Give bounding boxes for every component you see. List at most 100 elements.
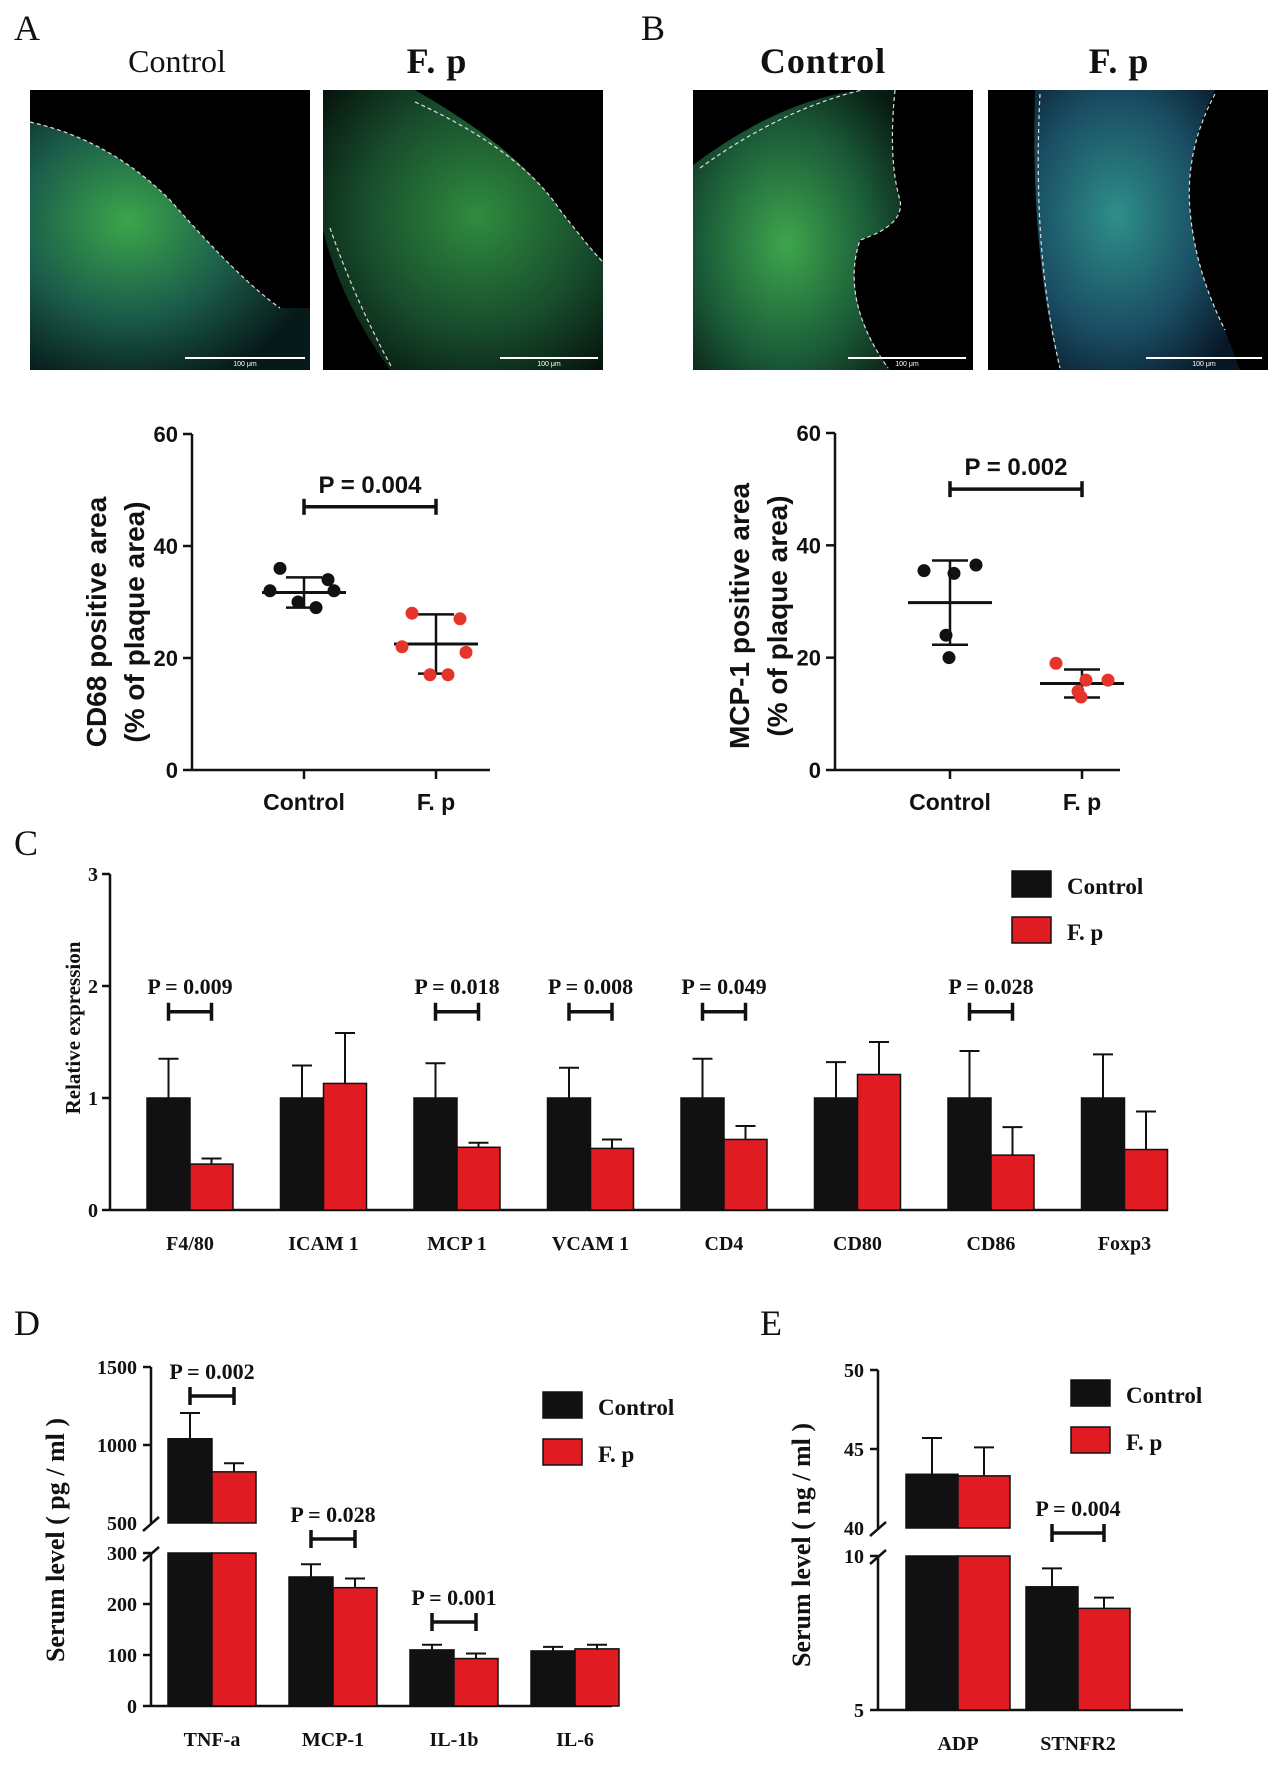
data-point bbox=[942, 651, 956, 665]
y-tick-label: 0 bbox=[809, 758, 821, 783]
bar-control bbox=[279, 1097, 325, 1211]
micrograph-b-control: 100 μm bbox=[693, 89, 973, 370]
x-tick-label: MCP 1 bbox=[427, 1233, 486, 1255]
bar-control bbox=[947, 1097, 992, 1211]
y-tick-label: 200 bbox=[107, 1594, 137, 1616]
micrograph-a-control: 100 μm bbox=[29, 90, 310, 370]
panel-b-image-title-fp: F. p bbox=[1089, 41, 1150, 81]
axis-break-mark bbox=[869, 1521, 887, 1537]
bar-fp bbox=[1123, 1148, 1169, 1211]
bar-fp-upper bbox=[211, 1471, 257, 1524]
panel-b-image-title-control: Control bbox=[760, 41, 886, 81]
data-point bbox=[459, 645, 473, 659]
y-tick-label: 0 bbox=[166, 758, 178, 783]
data-point bbox=[917, 564, 931, 578]
x-tick-label: ICAM 1 bbox=[288, 1233, 359, 1255]
data-point bbox=[327, 584, 341, 598]
bar-control bbox=[680, 1097, 725, 1211]
x-tick-label: CD80 bbox=[833, 1233, 882, 1255]
y-tick-label: 1 bbox=[88, 1088, 98, 1110]
legend-swatch bbox=[542, 1438, 583, 1466]
panel-a-image-title-control: Control bbox=[128, 43, 226, 79]
bar-fp bbox=[574, 1648, 620, 1707]
data-point bbox=[969, 558, 983, 572]
y-tick-label: 40 bbox=[844, 1518, 864, 1540]
data-point bbox=[405, 606, 419, 620]
y-tick-label: 40 bbox=[154, 534, 178, 559]
chart-e-serum-ng: Serum level ( ng / ml ) 40 45 50 5 10 ADP STNF… bbox=[787, 1360, 1202, 1755]
bar-control bbox=[413, 1097, 458, 1211]
micrograph-b-fp: 100 μm bbox=[988, 90, 1268, 370]
legend-swatch bbox=[1011, 870, 1052, 898]
x-tick-label: STNFR2 bbox=[1040, 1733, 1116, 1755]
y-tick-label: 60 bbox=[797, 421, 821, 446]
bar-fp bbox=[453, 1657, 499, 1707]
legend-label: F. p bbox=[1067, 920, 1103, 945]
panel-a-letter: A bbox=[14, 8, 40, 48]
bar-control bbox=[530, 1650, 576, 1707]
data-point bbox=[1079, 673, 1093, 687]
chart-b-ylabel-line2: (% of plaque area) bbox=[762, 495, 793, 736]
p-value-label: P = 0.049 bbox=[681, 974, 766, 999]
data-point bbox=[321, 573, 335, 587]
y-tick-label: 60 bbox=[154, 422, 178, 447]
chart-e-ylabel: Serum level ( ng / ml ) bbox=[787, 1423, 816, 1667]
bar-fp bbox=[990, 1154, 1035, 1211]
bar-control bbox=[1080, 1097, 1126, 1211]
legend-label: Control bbox=[598, 1395, 674, 1420]
chart-c-ylabel: Relative expression bbox=[61, 941, 85, 1114]
bar-control bbox=[288, 1576, 334, 1707]
y-tick-label: 500 bbox=[107, 1513, 137, 1535]
y-tick-label: 20 bbox=[797, 646, 821, 671]
bar-fp bbox=[723, 1138, 768, 1211]
legend-label: F. p bbox=[598, 1442, 634, 1467]
data-point bbox=[1074, 690, 1088, 704]
chart-a-ylabel-line1: CD68 positive area bbox=[81, 496, 112, 747]
data-point bbox=[1101, 673, 1115, 687]
bar-control bbox=[1025, 1586, 1079, 1711]
data-point bbox=[423, 668, 437, 682]
x-tick-label: CD86 bbox=[967, 1233, 1016, 1255]
panel-e-letter: E bbox=[760, 1303, 782, 1343]
bar-fp bbox=[322, 1082, 368, 1211]
x-tick-label: F4/80 bbox=[166, 1233, 214, 1255]
y-tick-label: 0 bbox=[127, 1696, 137, 1718]
panel-d-letter: D bbox=[14, 1303, 40, 1343]
bar-control-lower bbox=[905, 1555, 959, 1711]
p-value-label: P = 0.008 bbox=[548, 974, 633, 999]
y-tick-label: 20 bbox=[154, 646, 178, 671]
panel-b-letter: B bbox=[641, 8, 665, 48]
data-point bbox=[947, 566, 961, 580]
x-tick-label: VCAM 1 bbox=[552, 1233, 629, 1255]
panel-a-image-title-fp: F. p bbox=[407, 41, 468, 81]
panel-c-letter: C bbox=[14, 823, 38, 863]
bar-control-upper bbox=[167, 1438, 213, 1524]
y-tick-label: 300 bbox=[107, 1543, 137, 1565]
x-tick-label: Foxp3 bbox=[1098, 1233, 1151, 1255]
chart-c-legend: Control F. p bbox=[1011, 870, 1143, 945]
chart-a-cd68: CD68 positive area (% of plaque area) 0 2… bbox=[81, 422, 490, 815]
data-point bbox=[1049, 656, 1063, 670]
bar-control bbox=[546, 1097, 592, 1211]
bar-fp-lower bbox=[211, 1552, 257, 1707]
scale-bar-label: 100 μm bbox=[1192, 361, 1216, 368]
x-tick-label: TNF-a bbox=[184, 1729, 241, 1751]
p-value-label: P = 0.004 bbox=[1035, 1496, 1120, 1521]
bar-control bbox=[146, 1097, 191, 1211]
x-tick-label: CD4 bbox=[705, 1233, 744, 1255]
chart-a-p-value: P = 0.004 bbox=[319, 472, 423, 499]
chart-c-relative-expression: Relative expression 0 1 2 3 F4/80 ICAM 1 MCP 1… bbox=[61, 864, 1169, 1255]
data-point bbox=[291, 595, 305, 609]
x-tick-label: ADP bbox=[937, 1733, 978, 1755]
scale-bar-label: 100 μm bbox=[537, 361, 561, 368]
bar-control-lower bbox=[167, 1552, 213, 1707]
legend-swatch bbox=[1070, 1379, 1111, 1407]
y-tick-label: 50 bbox=[844, 1360, 864, 1382]
data-point bbox=[441, 668, 455, 682]
legend-swatch bbox=[1070, 1426, 1111, 1454]
bar-control bbox=[409, 1649, 455, 1707]
chart-b-ylabel-line1: MCP-1 positive area bbox=[724, 483, 755, 750]
x-tick-label: Control bbox=[909, 789, 991, 815]
bar-fp-lower bbox=[957, 1555, 1011, 1711]
x-tick-label: F. p bbox=[1063, 789, 1101, 815]
